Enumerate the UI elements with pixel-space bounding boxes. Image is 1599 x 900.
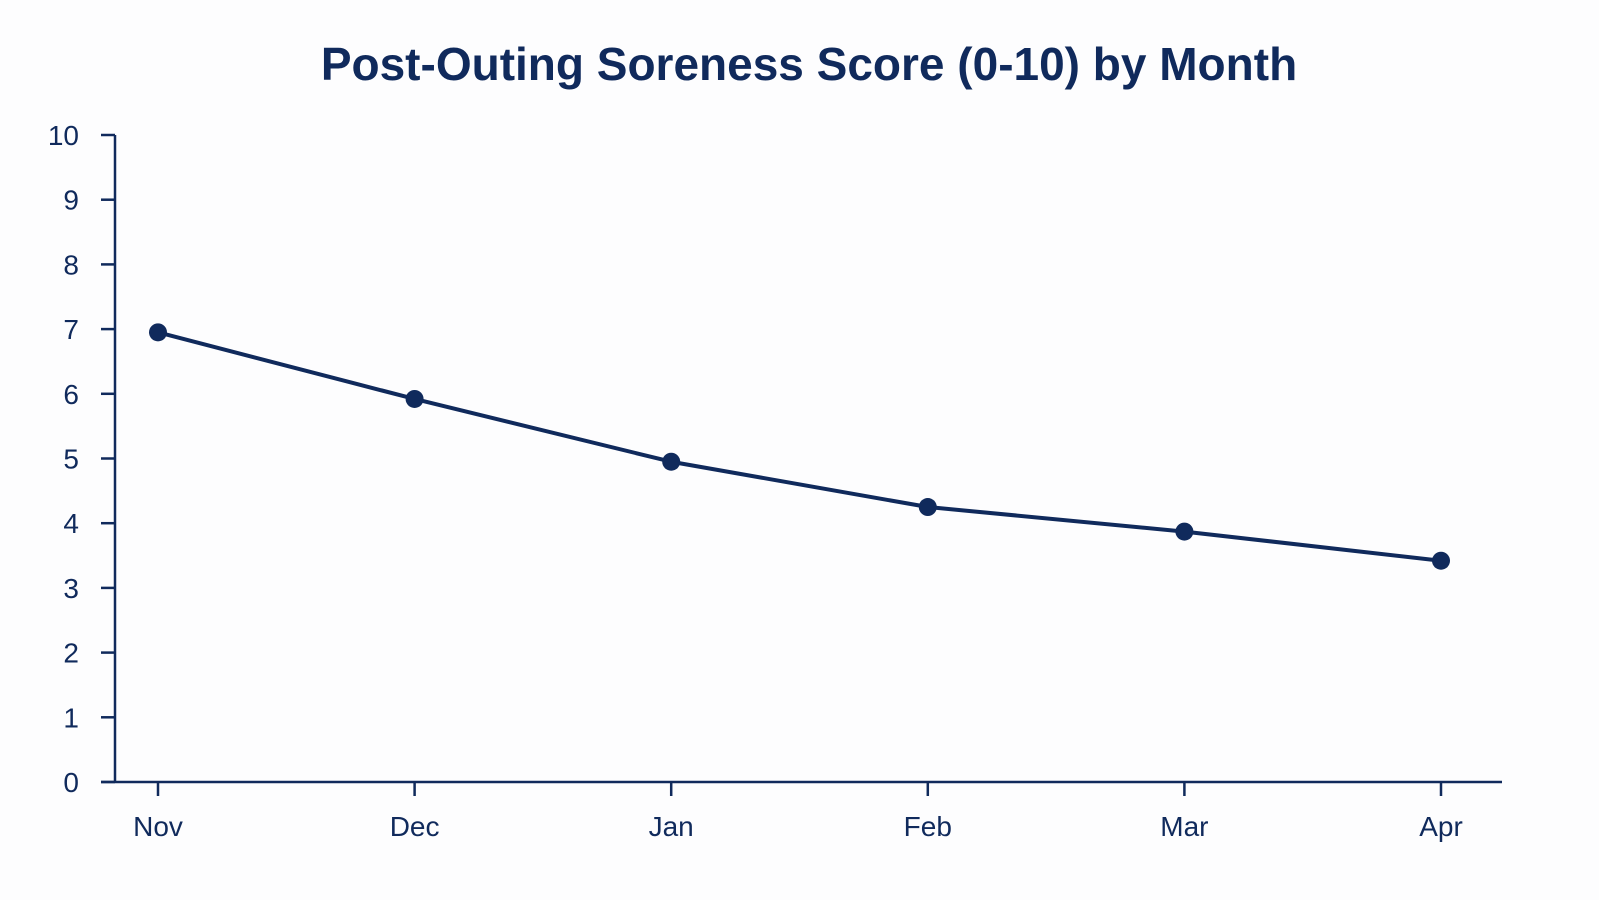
y-tick-label: 10 bbox=[48, 120, 79, 151]
y-axis: 0 1 2 3 4 5 6 7 8 9 10 bbox=[48, 120, 117, 798]
data-point bbox=[662, 452, 681, 471]
chart-title: Post-Outing Soreness Score (0-10) by Mon… bbox=[321, 38, 1297, 90]
x-tick-label: Jan bbox=[649, 811, 694, 842]
y-tick-label: 8 bbox=[63, 249, 79, 280]
x-tick-label: Mar bbox=[1160, 811, 1208, 842]
series-layer bbox=[149, 323, 1450, 570]
y-tick-label: 6 bbox=[63, 379, 79, 410]
y-tick-label: 0 bbox=[63, 767, 79, 798]
y-tick-label: 2 bbox=[63, 638, 79, 669]
data-point bbox=[1432, 551, 1450, 570]
x-tick-label: Feb bbox=[904, 811, 952, 842]
x-tick-label: Nov bbox=[133, 811, 183, 842]
data-point bbox=[149, 323, 167, 342]
y-tick-label: 5 bbox=[63, 444, 79, 475]
y-tick-label: 4 bbox=[63, 508, 79, 539]
x-tick-label: Apr bbox=[1419, 811, 1463, 842]
x-tick-label: Dec bbox=[390, 811, 440, 842]
data-point bbox=[1175, 522, 1194, 541]
y-tick-label: 7 bbox=[63, 314, 79, 345]
y-tick-label: 9 bbox=[63, 185, 79, 216]
series-line bbox=[156, 330, 1443, 563]
data-point bbox=[405, 389, 424, 408]
x-axis: Nov Dec Jan Feb Mar Apr bbox=[101, 780, 1502, 842]
data-point bbox=[918, 498, 937, 517]
y-tick-label: 3 bbox=[63, 573, 79, 604]
y-tick-label: 1 bbox=[63, 702, 79, 733]
